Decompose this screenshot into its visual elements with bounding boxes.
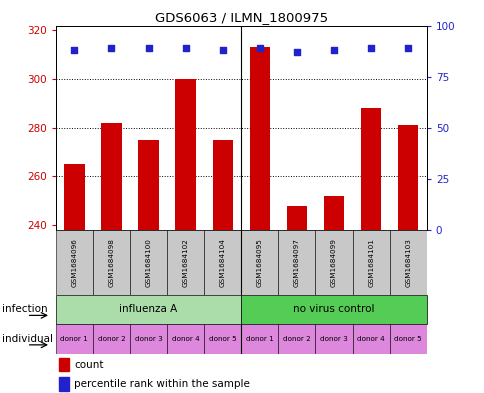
Text: individual: individual xyxy=(2,334,53,344)
Text: GSM1684104: GSM1684104 xyxy=(219,238,225,287)
Bar xyxy=(212,140,232,230)
Bar xyxy=(241,324,278,354)
Bar xyxy=(241,295,426,324)
Bar xyxy=(60,358,69,371)
Text: donor 3: donor 3 xyxy=(135,336,162,342)
Bar xyxy=(93,324,130,354)
Bar xyxy=(93,230,130,295)
Bar xyxy=(56,230,93,295)
Bar xyxy=(204,230,241,295)
Bar xyxy=(389,324,426,354)
Bar xyxy=(241,230,278,295)
Text: GSM1684095: GSM1684095 xyxy=(257,238,262,287)
Point xyxy=(218,47,226,53)
Bar xyxy=(175,79,196,230)
Bar xyxy=(352,324,389,354)
Bar xyxy=(130,324,166,354)
Text: GSM1684097: GSM1684097 xyxy=(293,238,299,287)
Point xyxy=(330,47,337,53)
Bar xyxy=(166,324,204,354)
Point xyxy=(144,45,152,51)
Text: infection: infection xyxy=(2,305,48,314)
Bar xyxy=(278,230,315,295)
Title: GDS6063 / ILMN_1800975: GDS6063 / ILMN_1800975 xyxy=(154,11,327,24)
Bar xyxy=(323,196,344,230)
Bar xyxy=(166,230,204,295)
Text: donor 4: donor 4 xyxy=(171,336,199,342)
Bar xyxy=(360,108,380,230)
Text: GSM1684096: GSM1684096 xyxy=(71,238,77,287)
Point xyxy=(292,49,300,55)
Bar xyxy=(278,324,315,354)
Text: donor 5: donor 5 xyxy=(393,336,421,342)
Bar xyxy=(249,48,270,230)
Bar xyxy=(130,230,166,295)
Text: donor 3: donor 3 xyxy=(319,336,347,342)
Text: donor 1: donor 1 xyxy=(245,336,273,342)
Text: donor 2: donor 2 xyxy=(97,336,125,342)
Text: GSM1684098: GSM1684098 xyxy=(108,238,114,287)
Bar xyxy=(64,164,84,230)
Text: GSM1684102: GSM1684102 xyxy=(182,238,188,287)
Text: donor 1: donor 1 xyxy=(60,336,88,342)
Bar xyxy=(389,230,426,295)
Text: no virus control: no virus control xyxy=(293,305,374,314)
Bar xyxy=(56,324,93,354)
Bar xyxy=(138,140,158,230)
Bar xyxy=(204,324,241,354)
Bar xyxy=(286,206,306,230)
Text: donor 5: donor 5 xyxy=(209,336,236,342)
Text: donor 4: donor 4 xyxy=(357,336,384,342)
Bar xyxy=(352,230,389,295)
Point xyxy=(256,45,263,51)
Text: percentile rank within the sample: percentile rank within the sample xyxy=(74,379,250,389)
Text: count: count xyxy=(74,360,104,370)
Text: GSM1684101: GSM1684101 xyxy=(367,238,373,287)
Point xyxy=(182,45,189,51)
Bar xyxy=(397,125,418,230)
Bar xyxy=(101,123,121,230)
Bar xyxy=(60,377,69,391)
Text: donor 2: donor 2 xyxy=(283,336,310,342)
Point xyxy=(366,45,374,51)
Bar xyxy=(56,295,241,324)
Bar xyxy=(315,230,352,295)
Point xyxy=(70,47,78,53)
Text: GSM1684099: GSM1684099 xyxy=(331,238,336,287)
Point xyxy=(107,45,115,51)
Text: GSM1684103: GSM1684103 xyxy=(405,238,410,287)
Text: influenza A: influenza A xyxy=(119,305,177,314)
Point xyxy=(404,45,411,51)
Bar xyxy=(315,324,352,354)
Text: GSM1684100: GSM1684100 xyxy=(145,238,151,287)
